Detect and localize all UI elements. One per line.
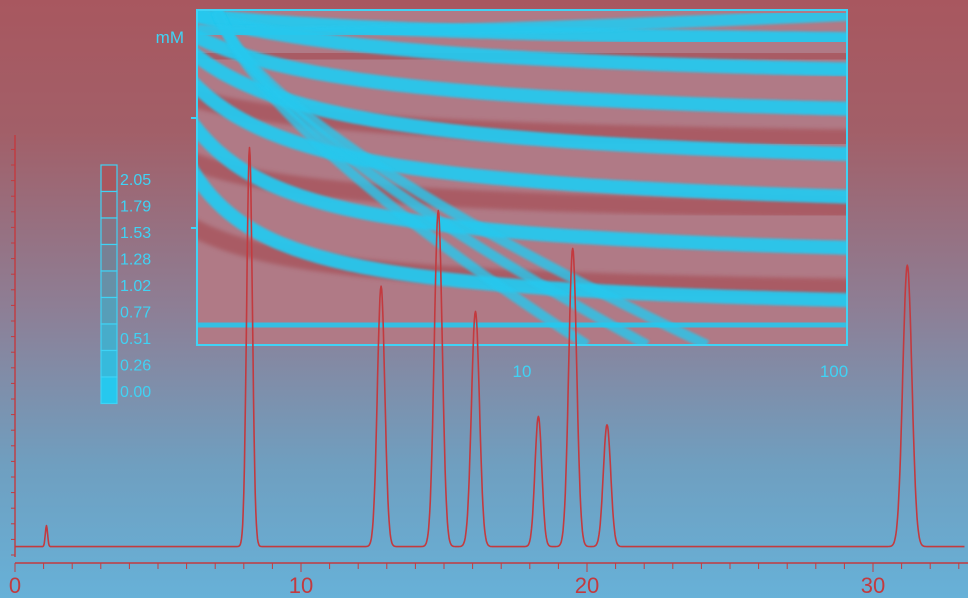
colorscale-label: 0.51 [120, 331, 151, 348]
chromatogram-axes: 0 10 20 30 [9, 135, 968, 598]
colorscale-label: 1.28 [120, 252, 151, 269]
heatmap-y-label: mM [156, 28, 184, 47]
colorscale-label: 1.02 [120, 278, 151, 295]
colorscale-label: 0.00 [120, 384, 151, 401]
heatmap-band-low [197, 117, 847, 255]
colorscale-swatch [100, 190, 118, 219]
x-tick-label: 30 [861, 573, 885, 598]
colorscale-swatch [100, 270, 118, 299]
colorscale-label: 1.79 [120, 199, 151, 216]
colorscale-swatch [100, 349, 118, 378]
heatmap-x-tick-label: 100 [820, 362, 848, 381]
colorscale-label: 2.05 [120, 172, 151, 189]
heatmap-band-low [212, 10, 710, 345]
heatmap-band-low [197, 10, 847, 39]
x-tick-label: 0 [9, 573, 21, 598]
colorscale-swatch [100, 243, 118, 272]
x-tick-label: 20 [575, 573, 599, 598]
heatmap-frame [196, 9, 848, 346]
heatmap-bands [197, 10, 847, 345]
colorscale-swatch [100, 164, 118, 193]
colorscale-swatch [100, 217, 118, 246]
colorscale-label: 0.26 [120, 358, 151, 375]
colorscale-legend: 2.05 1.79 1.53 1.28 1.02 0.77 0.51 0.26 0.00 [100, 164, 151, 405]
colorscale-label: 1.53 [120, 225, 151, 242]
x-tick-label: 10 [289, 573, 313, 598]
chromatogram-trace [14, 146, 965, 548]
colorscale-swatch [100, 296, 118, 325]
heatmap-panel: mM 10 100 [156, 9, 848, 381]
colorscale-swatch [100, 323, 118, 352]
colorscale-swatch [100, 376, 118, 405]
heatmap-band-low [197, 29, 847, 116]
heatmap-band-low [197, 76, 847, 204]
heatmap-band-low [197, 317, 847, 333]
heatmap-x-tick-label: 10 [513, 362, 532, 381]
colorscale-label: 0.77 [120, 305, 151, 322]
